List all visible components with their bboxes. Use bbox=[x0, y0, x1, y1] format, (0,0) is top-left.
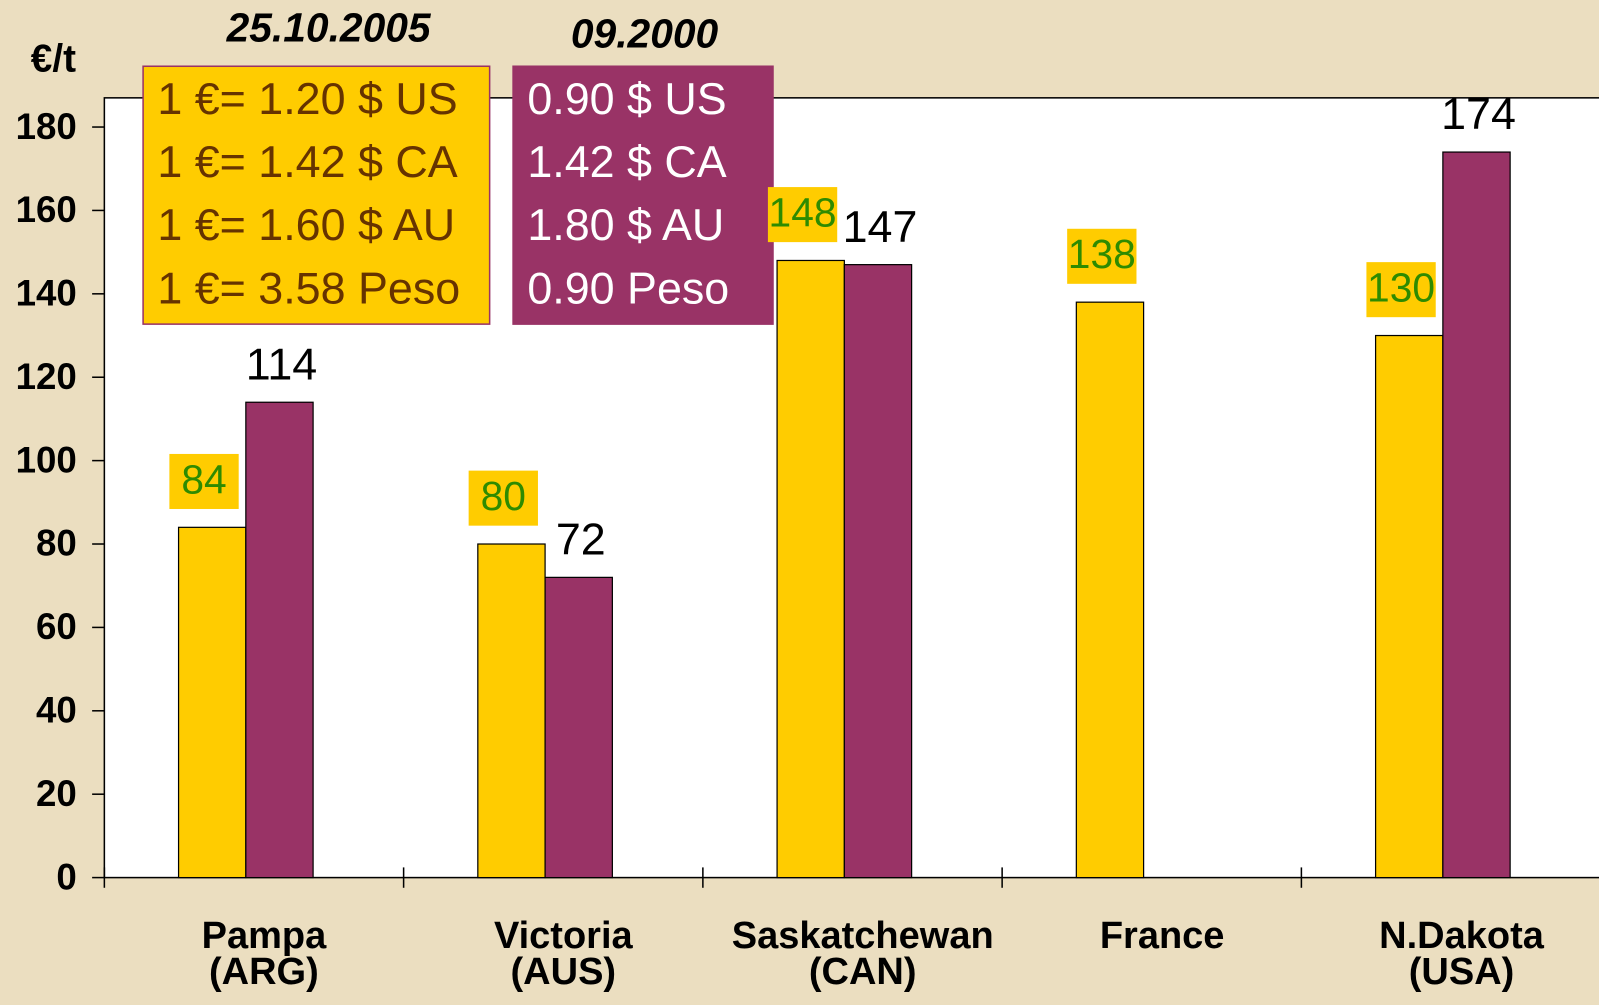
value-label: 80 bbox=[481, 473, 526, 519]
value-label: 72 bbox=[556, 514, 606, 565]
y-tick-label: 0 bbox=[56, 856, 76, 897]
value-label-bg bbox=[1366, 262, 1436, 318]
y-tick-label: 180 bbox=[16, 106, 77, 147]
y-tick-label: 40 bbox=[36, 690, 77, 731]
value-label-bg bbox=[767, 187, 838, 243]
rate-line: 1 €= 1.42 $ CA bbox=[157, 136, 457, 187]
value-label: 148 bbox=[769, 189, 837, 235]
series-name: 25.10.2005 bbox=[226, 4, 432, 50]
rate-line: 0.90 $ US bbox=[527, 73, 726, 124]
y-tick-label: 60 bbox=[36, 606, 77, 647]
x-tick-label: Victoria (AUS) bbox=[493, 914, 633, 993]
rate-box bbox=[142, 65, 491, 325]
value-label: 130 bbox=[1367, 264, 1435, 310]
bar bbox=[1442, 151, 1511, 879]
value-label: 114 bbox=[246, 338, 317, 389]
value-label-bg bbox=[468, 470, 538, 526]
x-tick-label: N.Dakota (USA) bbox=[1379, 914, 1544, 993]
bar bbox=[776, 259, 845, 879]
x-tick-label: France bbox=[1099, 914, 1225, 957]
bar bbox=[245, 401, 314, 879]
bar bbox=[1075, 301, 1145, 879]
y-tick-label: 140 bbox=[16, 273, 77, 314]
rate-line: 1 €= 1.20 $ US bbox=[157, 73, 457, 124]
value-label: 84 bbox=[181, 456, 226, 502]
value-label: 138 bbox=[1068, 231, 1136, 277]
rate-line: 1 €= 3.58 Peso bbox=[157, 262, 460, 313]
series-name: 09.2000 bbox=[571, 10, 719, 56]
value-label: 174 bbox=[1441, 88, 1516, 139]
value-label-bg bbox=[169, 453, 239, 509]
rate-line: 0.90 Peso bbox=[527, 262, 729, 313]
y-tick-label: 80 bbox=[36, 523, 77, 564]
y-tick-label: 100 bbox=[16, 439, 77, 480]
value-label: 147 bbox=[843, 201, 918, 252]
x-tick-label: Pampa (ARG) bbox=[201, 914, 327, 993]
value-label-bg bbox=[1067, 228, 1137, 284]
bar bbox=[544, 576, 613, 879]
y-tick-label: 120 bbox=[16, 356, 77, 397]
rate-box bbox=[512, 65, 774, 325]
rate-line: 1.80 $ AU bbox=[527, 199, 724, 250]
bar bbox=[477, 543, 546, 879]
rate-line: 1 €= 1.60 $ AU bbox=[157, 199, 455, 250]
y-axis-label: €/t bbox=[31, 37, 76, 80]
y-tick-label: 20 bbox=[36, 773, 77, 814]
rate-line: 1.42 $ CA bbox=[527, 136, 726, 187]
x-tick-label: Saskatchewan (CAN) bbox=[731, 914, 994, 993]
y-tick-label: 160 bbox=[16, 189, 77, 230]
bar bbox=[1374, 334, 1444, 879]
bar bbox=[177, 526, 247, 879]
bar bbox=[843, 264, 913, 879]
